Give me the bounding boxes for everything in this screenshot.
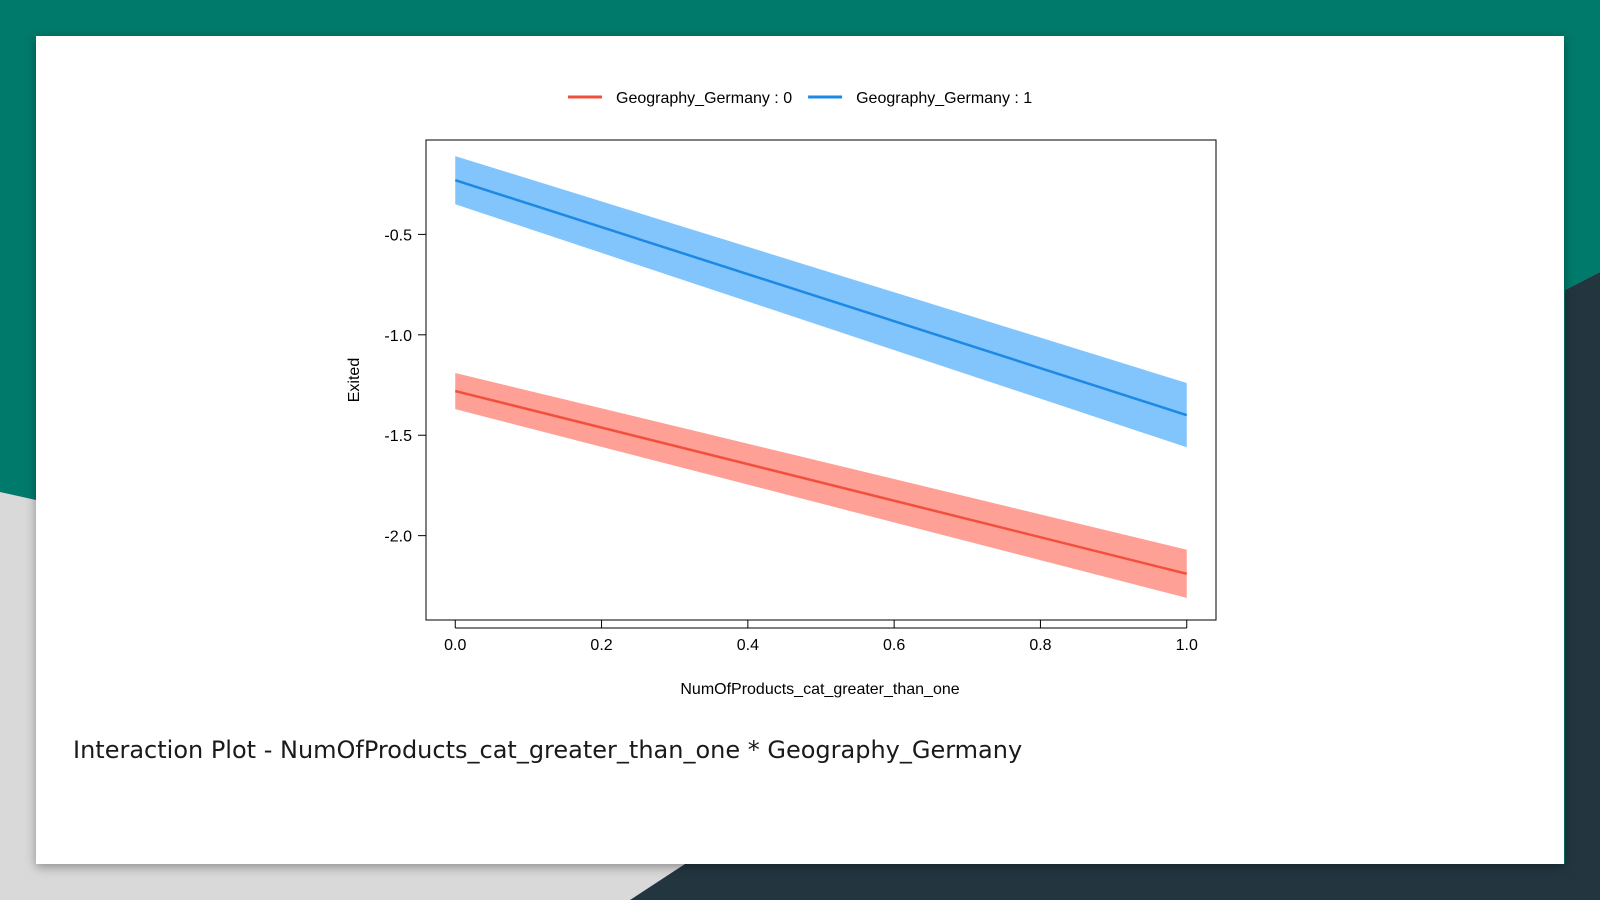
series-lines: [454, 178, 1188, 576]
confidence-band-1: [455, 156, 1187, 448]
x-axis: 0.0 0.2 0.4 0.6 0.8 1.0: [444, 620, 1198, 654]
legend: Geography_Germany : 0 Geography_Germany :…: [568, 90, 1032, 107]
legend-entry: Geography_Germany : 1: [856, 90, 1032, 107]
y-tick-label: -1.5: [384, 428, 412, 445]
series-line-1: [454, 178, 1188, 417]
x-tick-label: 1.0: [1176, 637, 1198, 654]
series-line-0: [454, 389, 1188, 576]
plot-frame: [425, 139, 1217, 621]
x-tick-label: 0.4: [737, 637, 759, 654]
legend-entry: Geography_Germany : 0: [616, 90, 792, 107]
y-tick-label: -0.5: [384, 227, 412, 244]
x-axis-label: NumOfProducts_cat_greater_than_one: [680, 681, 959, 698]
y-tick-label: -1.0: [384, 328, 412, 345]
x-tick-label: 0.8: [1029, 637, 1051, 654]
y-axis: -0.5 -1.0 -1.5 -2.0: [384, 227, 426, 546]
slide-panel: 0.0 0.2 0.4 0.6 0.8 1.0 -0.5 -1.0 -1.5 -2.0 Geog…: [36, 36, 1564, 864]
y-tick-label: -2.0: [384, 529, 412, 546]
x-tick-label: 0.2: [590, 637, 612, 654]
confidence-band-0: [455, 372, 1187, 598]
x-tick-label: 0.0: [444, 637, 466, 654]
confidence-bands: [455, 156, 1187, 598]
interaction-chart: 0.0 0.2 0.4 0.6 0.8 1.0 -0.5 -1.0 -1.5 -2.0 Geog…: [346, 90, 1217, 698]
y-axis-label: Exited: [346, 358, 363, 402]
slide-caption: Interaction Plot - NumOfProducts_cat_gre…: [73, 736, 1023, 764]
x-tick-label: 0.6: [883, 637, 905, 654]
